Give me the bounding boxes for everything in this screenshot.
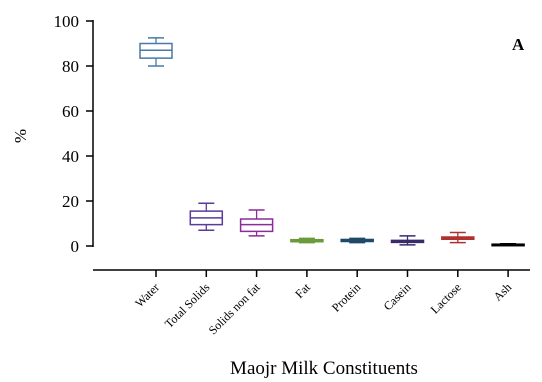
y-axis-ticks: 0 20 40 60 80 100 — [54, 12, 93, 256]
boxes — [139, 37, 525, 247]
x-tick-label: Casein — [381, 280, 414, 313]
box-ash — [491, 243, 525, 247]
y-tick-label: 0 — [71, 237, 80, 256]
y-tick-label: 20 — [62, 192, 79, 211]
box-total-solids — [189, 202, 224, 231]
x-axis-label: Maojr Milk Constituents — [230, 358, 418, 379]
x-tick-label: Lactose — [428, 280, 464, 316]
box-lactose — [441, 231, 475, 244]
x-tick-label: Total Solids — [162, 280, 213, 331]
box-protein — [340, 237, 374, 244]
y-tick-label: 100 — [54, 12, 80, 31]
x-tick-label: Water — [132, 280, 162, 310]
x-tick-label: Protein — [329, 280, 363, 314]
box-solids-non-fat — [239, 209, 274, 237]
y-tick-label: 80 — [62, 57, 79, 76]
x-tick-label: Ash — [491, 280, 515, 304]
x-tick-label: Solids non fat — [206, 280, 264, 338]
y-axis-label: % — [11, 129, 30, 143]
y-tick-label: 40 — [62, 147, 79, 166]
x-tick-label: Fat — [292, 280, 313, 301]
box-water — [139, 37, 173, 67]
y-tick-label: 60 — [62, 102, 79, 121]
panel-label: A — [512, 35, 525, 54]
box-casein — [390, 235, 425, 246]
box-fat — [290, 237, 324, 244]
